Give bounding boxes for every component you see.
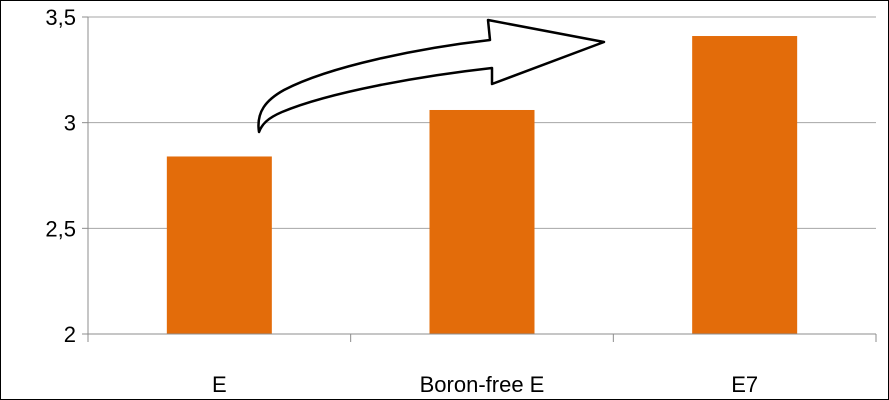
curved-arrow-annotation	[257, 18, 606, 134]
x-category-label: E	[212, 372, 227, 397]
y-tick-label: 3,5	[45, 5, 76, 30]
bars	[166, 36, 798, 335]
bar-e7	[692, 36, 798, 335]
axes	[82, 16, 877, 342]
x-category-label: E7	[731, 372, 758, 397]
y-tick-label: 2,5	[45, 216, 76, 241]
bar-e	[166, 156, 272, 334]
bar-boron-free-e	[429, 109, 535, 334]
x-category-label: Boron-free E	[420, 372, 545, 397]
y-tick-label: 2	[64, 322, 76, 347]
y-tick-labels: 2 2,5 3 3,5	[45, 5, 76, 347]
y-tick-label: 3	[64, 111, 76, 136]
x-category-labels: E Boron-free E E7	[212, 372, 758, 397]
